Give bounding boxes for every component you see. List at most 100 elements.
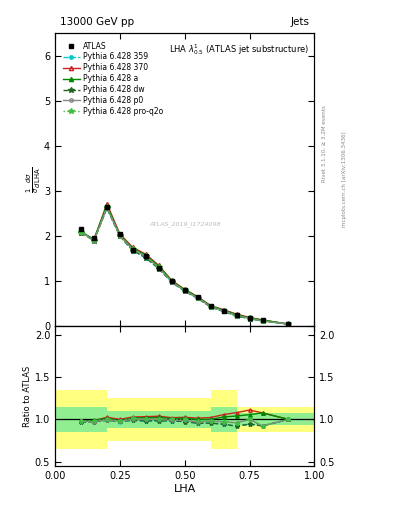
ATLAS xyxy=(169,278,174,284)
ATLAS xyxy=(118,231,122,237)
Line: Pythia 6.428 p0: Pythia 6.428 p0 xyxy=(79,206,290,326)
Pythia 6.428 dw xyxy=(182,288,187,294)
Pythia 6.428 pro-q2o xyxy=(195,294,200,301)
Pythia 6.428 pro-q2o xyxy=(182,287,187,293)
Pythia 6.428 370 xyxy=(130,244,135,250)
Pythia 6.428 a xyxy=(208,303,213,309)
Line: ATLAS: ATLAS xyxy=(79,204,291,327)
Pythia 6.428 a xyxy=(143,252,148,258)
Pythia 6.428 370 xyxy=(143,251,148,258)
Pythia 6.428 359 xyxy=(143,255,148,261)
Pythia 6.428 359 xyxy=(182,288,187,294)
Y-axis label: Ratio to ATLAS: Ratio to ATLAS xyxy=(23,366,32,427)
Pythia 6.428 359 xyxy=(118,233,122,239)
Pythia 6.428 pro-q2o xyxy=(105,204,109,210)
Pythia 6.428 a xyxy=(234,312,239,318)
Pythia 6.428 p0 xyxy=(92,238,96,244)
Pythia 6.428 pro-q2o xyxy=(143,253,148,259)
Pythia 6.428 a xyxy=(105,202,109,208)
Pythia 6.428 dw xyxy=(247,315,252,322)
Pythia 6.428 p0 xyxy=(247,315,252,322)
Pythia 6.428 pro-q2o xyxy=(92,237,96,243)
Pythia 6.428 pro-q2o xyxy=(156,264,161,270)
Pythia 6.428 dw xyxy=(260,318,265,324)
Text: 13000 GeV pp: 13000 GeV pp xyxy=(60,17,134,28)
Pythia 6.428 pro-q2o xyxy=(130,246,135,252)
Pythia 6.428 dw xyxy=(169,279,174,285)
ATLAS xyxy=(156,265,161,271)
Text: Rivet 3.1.10, ≥ 3.2M events: Rivet 3.1.10, ≥ 3.2M events xyxy=(322,105,327,182)
Pythia 6.428 dw xyxy=(79,229,83,236)
Pythia 6.428 370 xyxy=(260,317,265,323)
Pythia 6.428 370 xyxy=(118,231,122,237)
Pythia 6.428 370 xyxy=(247,314,252,321)
Pythia 6.428 370 xyxy=(286,321,291,327)
Pythia 6.428 a xyxy=(169,278,174,284)
Pythia 6.428 p0 xyxy=(286,321,291,327)
Pythia 6.428 a xyxy=(247,315,252,321)
Line: Pythia 6.428 a: Pythia 6.428 a xyxy=(79,203,290,326)
ATLAS xyxy=(195,294,200,300)
ATLAS xyxy=(234,312,239,318)
Pythia 6.428 dw xyxy=(92,238,96,244)
Pythia 6.428 359 xyxy=(130,247,135,253)
Text: mcplots.cern.ch [arXiv:1306.3436]: mcplots.cern.ch [arXiv:1306.3436] xyxy=(342,132,347,227)
Pythia 6.428 370 xyxy=(221,307,226,313)
ATLAS xyxy=(92,236,96,242)
Pythia 6.428 370 xyxy=(169,278,174,284)
Pythia 6.428 pro-q2o xyxy=(169,278,174,284)
Pythia 6.428 dw xyxy=(221,308,226,314)
Pythia 6.428 dw xyxy=(105,205,109,211)
Pythia 6.428 p0 xyxy=(195,295,200,301)
Line: Pythia 6.428 359: Pythia 6.428 359 xyxy=(79,206,290,326)
Pythia 6.428 pro-q2o xyxy=(260,318,265,324)
Pythia 6.428 359 xyxy=(221,308,226,314)
ATLAS xyxy=(143,253,148,260)
Pythia 6.428 pro-q2o xyxy=(79,228,83,234)
Pythia 6.428 p0 xyxy=(260,318,265,324)
Pythia 6.428 dw xyxy=(195,295,200,302)
Pythia 6.428 370 xyxy=(182,286,187,292)
Pythia 6.428 dw xyxy=(143,255,148,261)
Pythia 6.428 p0 xyxy=(182,288,187,294)
Pythia 6.428 pro-q2o xyxy=(221,308,226,314)
Pythia 6.428 dw xyxy=(156,266,161,272)
Pythia 6.428 359 xyxy=(169,279,174,285)
Pythia 6.428 p0 xyxy=(169,279,174,285)
Pythia 6.428 a xyxy=(182,287,187,293)
Text: Jets: Jets xyxy=(290,17,309,28)
Text: LHA $\lambda^{1}_{0.5}$ (ATLAS jet substructure): LHA $\lambda^{1}_{0.5}$ (ATLAS jet subst… xyxy=(169,42,309,57)
Pythia 6.428 a xyxy=(92,236,96,242)
Pythia 6.428 359 xyxy=(156,266,161,272)
Pythia 6.428 359 xyxy=(92,238,96,244)
Pythia 6.428 370 xyxy=(79,228,83,234)
Pythia 6.428 359 xyxy=(234,313,239,319)
Pythia 6.428 a xyxy=(118,232,122,239)
Y-axis label: $\frac{1}{\sigma}\frac{d\sigma}{d\,\mathrm{LHA}}$: $\frac{1}{\sigma}\frac{d\sigma}{d\,\math… xyxy=(24,166,42,193)
Pythia 6.428 a xyxy=(260,317,265,323)
Pythia 6.428 359 xyxy=(79,228,83,234)
Pythia 6.428 370 xyxy=(234,311,239,317)
Pythia 6.428 p0 xyxy=(118,232,122,239)
Pythia 6.428 p0 xyxy=(156,265,161,271)
ATLAS xyxy=(221,308,226,314)
Pythia 6.428 dw xyxy=(234,313,239,319)
Pythia 6.428 p0 xyxy=(234,312,239,318)
Pythia 6.428 a xyxy=(221,307,226,313)
Pythia 6.428 370 xyxy=(105,201,109,207)
Pythia 6.428 359 xyxy=(286,321,291,327)
Pythia 6.428 pro-q2o xyxy=(234,312,239,318)
Line: Pythia 6.428 pro-q2o: Pythia 6.428 pro-q2o xyxy=(78,204,291,327)
Pythia 6.428 a xyxy=(79,228,83,234)
ATLAS xyxy=(247,315,252,322)
Pythia 6.428 dw xyxy=(130,247,135,253)
Pythia 6.428 p0 xyxy=(79,228,83,234)
Pythia 6.428 dw xyxy=(208,304,213,310)
Text: ATLAS_2019_I1724098: ATLAS_2019_I1724098 xyxy=(149,221,220,227)
Pythia 6.428 p0 xyxy=(105,205,109,211)
Pythia 6.428 359 xyxy=(105,205,109,211)
Pythia 6.428 370 xyxy=(92,237,96,243)
Pythia 6.428 pro-q2o xyxy=(208,304,213,310)
Pythia 6.428 a xyxy=(156,263,161,269)
Pythia 6.428 p0 xyxy=(208,304,213,310)
